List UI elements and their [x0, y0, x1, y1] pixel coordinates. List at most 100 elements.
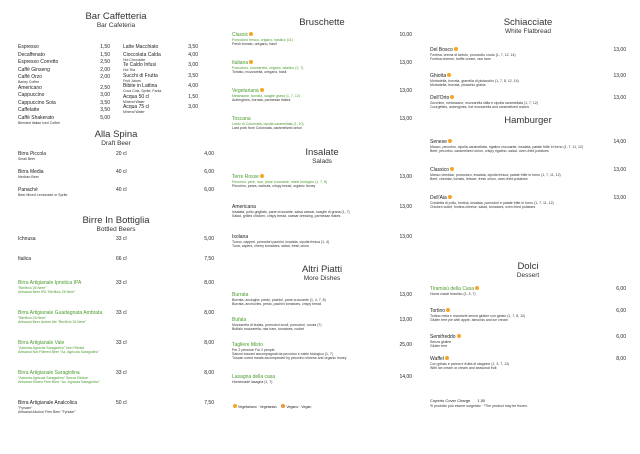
item-price: 25,00: [399, 342, 412, 348]
legend: Vegetariano · Vegetarian Vegano · Vegan: [232, 404, 412, 409]
item-name: Succhi di Frutta: [123, 72, 158, 79]
item-description: Salumi toscani accompagnati da pecorino …: [232, 352, 333, 356]
item-name: Waffel: [430, 356, 626, 362]
item-price: 6,00: [204, 169, 214, 175]
menu-item: Dell'Orto Zucchine, melanzane, mozzarella…: [430, 95, 626, 121]
item-price: 7,50: [204, 256, 214, 262]
item-price: 14,00: [399, 374, 412, 380]
item-quantity: 33 cl: [116, 280, 127, 286]
item-note: Fruit Juices: [123, 78, 141, 83]
menu-item: Acqua 75 cl 3,00 Mineral Water: [123, 104, 198, 114]
menu-item: Cappuccino Soia 3,50: [18, 100, 110, 106]
item-quantity: 20 cl: [116, 151, 127, 157]
item-quantity: 40 cl: [116, 187, 127, 193]
item-price: 3,50: [188, 44, 198, 50]
menu-item: Birra Artigianale Guadagnata Ambrata "Bir…: [18, 310, 214, 340]
item-name: Tiramisù della Casa: [430, 286, 626, 292]
item-note: Mineral Water: [123, 110, 145, 114]
item-description: Insalata, pollo grigliato, pane croccant…: [232, 210, 350, 214]
item-description: Fresh tomato, oregano, basil: [232, 42, 277, 46]
menu-item: Espresso 1,50: [18, 44, 110, 50]
bar-subtitle: Bar Cafeteria: [96, 22, 136, 29]
bottled-list: Ichnusa 33 cl 5,00 Italica 66 cl 7,50 Birra Ar…: [18, 236, 214, 430]
menu-item: Caffè Ginseng 2,00: [18, 67, 110, 73]
menu-item: Cappuccino 3,00: [18, 92, 110, 98]
item-price: 6,00: [616, 334, 626, 340]
item-price: 13,00: [613, 95, 626, 101]
vegetarian-icon: [447, 195, 452, 199]
item-price: 13,00: [399, 204, 412, 210]
vegetarian-icon: [249, 60, 254, 64]
item-price: 3,00: [188, 62, 198, 68]
item-name: Birra Media: [18, 169, 44, 175]
item-price: 6,00: [616, 286, 626, 292]
item-note: Artisanal Gluten Free Beer "Az. Agricola…: [18, 380, 100, 384]
menu-item: Acqua 50 cl 1,50 Mineral Water: [123, 94, 198, 104]
item-name: Classic: [232, 32, 412, 38]
item-name: Te Caldo Infusi: [123, 62, 157, 68]
item-price: 2,00: [100, 66, 110, 73]
piatti-title: Altri Piatti: [301, 264, 343, 275]
item-price: 13,00: [613, 195, 626, 201]
item-description: Homemade lasagna (1, 7): [232, 380, 273, 384]
vegetarian-icon: [446, 308, 451, 312]
item-name: Italiana: [232, 60, 412, 66]
item-name: Ichnusa: [18, 236, 36, 242]
item-description: Lardo di Colonnata, cipolla caramellata …: [232, 122, 304, 126]
item-name: Cappuccino: [18, 92, 45, 98]
item-description: Burrata, anchovies, pesto, pachini tomat…: [232, 302, 322, 306]
menu-item: Panaché Beer Mixed Lemonade or Sprite 40 c…: [18, 187, 214, 205]
item-name: Cappuccino Soia: [18, 99, 56, 106]
item-description: Senza glutine: [430, 340, 452, 344]
item-description: Pomodoro, mozzarella, origano, basilico …: [232, 66, 304, 70]
item-quantity: 40 cl: [116, 169, 127, 175]
item-description: Beef, pecorino, caramelized onion, crisp…: [430, 149, 549, 153]
menu-item: Ichnusa 33 cl 5,00: [18, 236, 214, 256]
item-price: 13,00: [399, 174, 412, 180]
menu-item: Classico Manzo cheddar, pomodoro, insalat…: [430, 167, 626, 195]
legend-vegetarian: Vegetariano · Vegetarian: [237, 405, 277, 409]
item-price: 8,00: [204, 340, 214, 346]
menu-item: Caffè Shakerato 5,00 Blended Italian Iced …: [18, 115, 110, 125]
item-name: Birra Artigianale Guadagnata Ambrata: [18, 310, 103, 316]
menu-item: Americano 2,50: [18, 85, 110, 91]
item-description: Tortino mela e mandorle senza glutine co…: [430, 314, 526, 318]
item-name: Espresso: [18, 44, 39, 50]
item-description: Zucchine, melanzane, mozzarella stilla e…: [430, 101, 538, 105]
item-price: 13,00: [399, 60, 412, 66]
item-description: Burrata, acciughe, pesto, pachini, pane …: [232, 298, 326, 302]
item-note: Hot Chocolate: [123, 57, 146, 62]
menu-item: Toscana Lardo di Colonnata, cipolla caram…: [232, 116, 412, 144]
item-name: Birra Piccola: [18, 151, 47, 157]
item-price: 1,50: [188, 93, 198, 100]
item-quantity: 33 cl: [116, 310, 127, 316]
item-description: Salad, grilled chicken, crispy bread, ca…: [232, 214, 341, 218]
menu-item: Birra Artigianale Saragiolina "Azienda Ag…: [18, 370, 214, 400]
menu-item: Espresso Corretto 2,50: [18, 59, 110, 65]
schiacciate-subtitle: White Flatbread: [505, 28, 551, 35]
item-price: 5,00: [100, 114, 110, 121]
item-note: "Azienda Agricola Saragiolino" Senza Glu…: [18, 376, 88, 380]
vegetarian-icon: [449, 167, 454, 171]
item-price: 7,50: [204, 400, 214, 406]
item-price: 8,00: [616, 356, 626, 362]
menu-item: Caffè Orzo 2,00 Barley Coffee: [18, 74, 110, 84]
item-note: Artisanal Not Filtered Beer "Az. Agricol…: [18, 350, 100, 354]
vegetarian-icon: [447, 139, 452, 143]
item-price: 10,00: [399, 32, 412, 38]
item-price: 2,50: [100, 59, 110, 65]
vegetarian-icon: [450, 95, 455, 99]
item-name: Panaché: [18, 187, 38, 193]
vegetarian-icon: [259, 174, 264, 178]
item-price: 4,00: [188, 51, 198, 58]
item-price: 13,00: [613, 73, 626, 79]
draft-title: Alla Spina: [94, 129, 138, 140]
item-note: Beer Mixed Lemonade or Sprite: [18, 193, 68, 197]
bruschette-title: Bruschette: [299, 17, 345, 28]
menu-item: Birra Media Medium Beer 40 cl 6,00: [18, 169, 214, 187]
item-description: Mozzarella di bufala, pomodori crudi, po…: [232, 323, 322, 327]
item-note: "Birrificio 26 Nere": [18, 316, 47, 320]
item-price: 13,00: [613, 167, 626, 173]
menu-item: Tortino Tortino mela e mandorle senza glu…: [430, 308, 626, 334]
item-quantity: 66 cl: [116, 256, 127, 262]
